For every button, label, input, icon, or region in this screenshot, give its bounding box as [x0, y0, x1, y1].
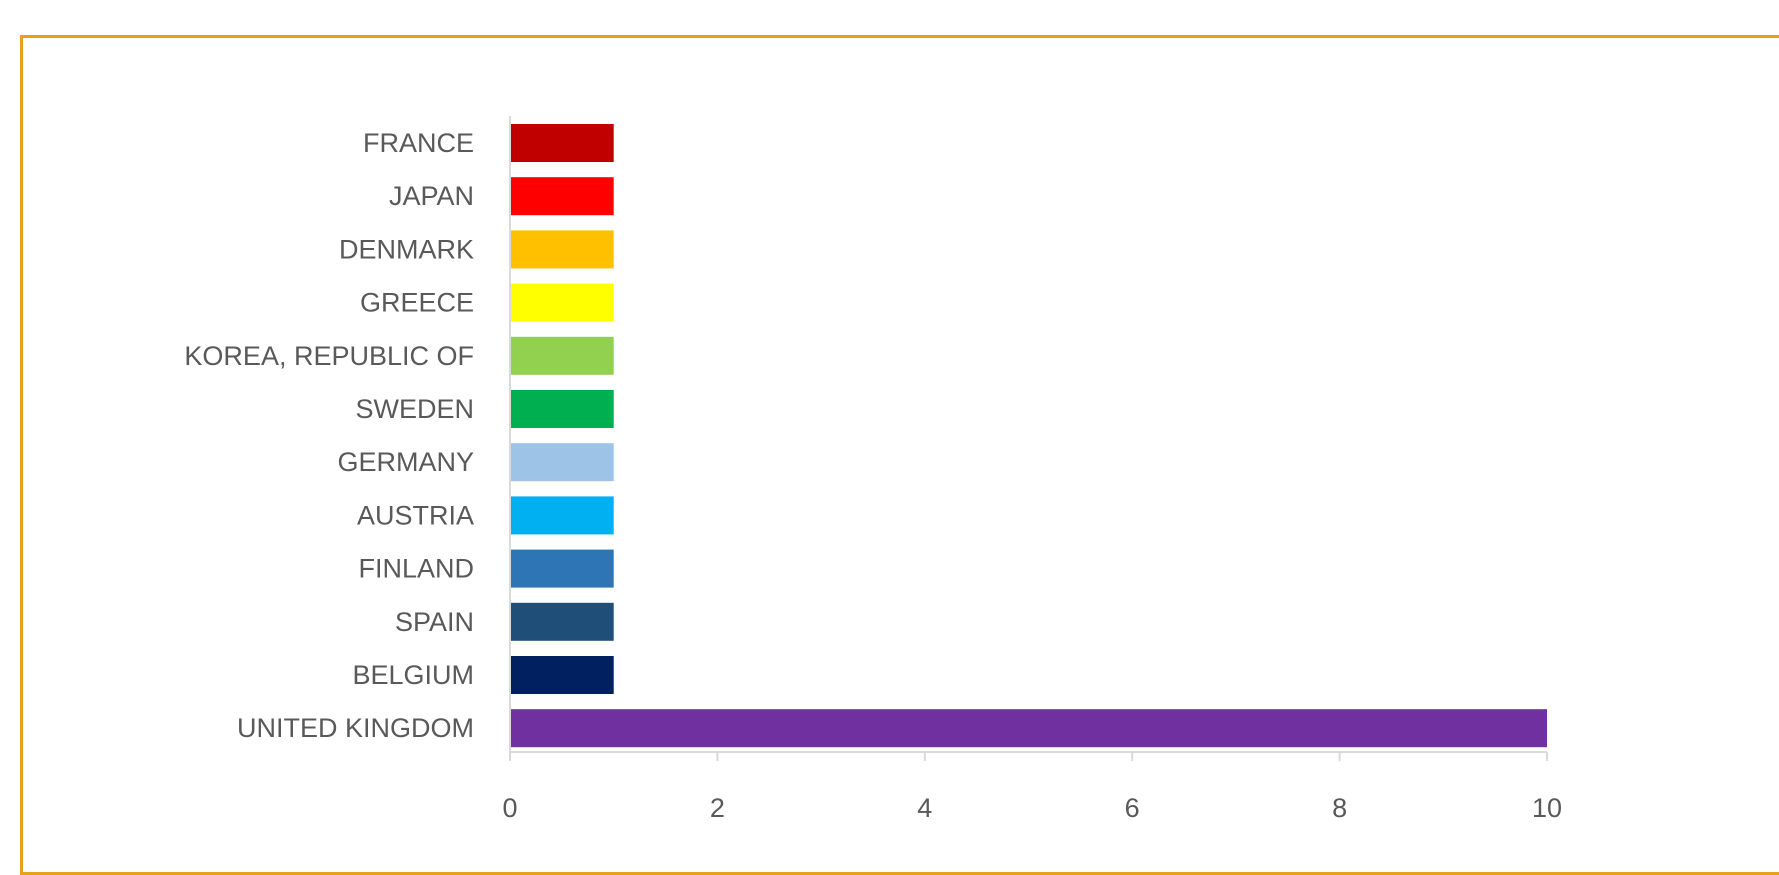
category-label-belgium: BELGIUM — [352, 660, 474, 690]
bar-sweden — [510, 390, 614, 428]
bar-denmark — [510, 230, 614, 269]
bar-germany — [510, 443, 614, 482]
x-tick-label-6: 6 — [1125, 793, 1140, 823]
category-label-france: FRANCE — [363, 128, 474, 158]
bar-belgium — [510, 656, 614, 694]
category-label-sweden: SWEDEN — [355, 394, 474, 424]
bar-spain — [510, 602, 614, 641]
category-label-spain: SPAIN — [395, 607, 474, 637]
bar-united-kingdom — [510, 709, 1547, 748]
x-tick-label-0: 0 — [502, 793, 517, 823]
category-label-greece: GREECE — [360, 288, 474, 318]
x-tick-label-2: 2 — [710, 793, 725, 823]
bar-finland — [510, 549, 614, 588]
category-label-denmark: DENMARK — [339, 234, 474, 264]
axes — [509, 116, 1548, 761]
x-tick-label-10: 10 — [1532, 793, 1562, 823]
bar-chart: FRANCE JAPAN DENMARK GREECE KOREA, REPUBLIC … — [184, 116, 1562, 823]
bars-group — [510, 124, 1547, 748]
category-label-korea-republic-of: KOREA, REPUBLIC OF — [184, 341, 474, 371]
x-tick-label-4: 4 — [917, 793, 932, 823]
category-label-germany: GERMANY — [337, 447, 474, 477]
x-tick-label-8: 8 — [1332, 793, 1347, 823]
category-label-finland: FINLAND — [358, 554, 474, 584]
bar-japan — [510, 177, 614, 216]
category-labels: FRANCE JAPAN DENMARK GREECE KOREA, REPUBLIC … — [184, 128, 474, 743]
x-tick-labels: 0 2 4 6 8 10 — [502, 793, 1562, 823]
category-label-japan: JAPAN — [389, 181, 474, 211]
category-label-united-kingdom: UNITED KINGDOM — [237, 713, 474, 743]
bar-greece — [510, 283, 614, 322]
bar-france — [510, 124, 614, 162]
category-label-austria: AUSTRIA — [357, 500, 474, 530]
bar-austria — [510, 496, 614, 535]
bar-korea-republic-of — [510, 336, 614, 375]
